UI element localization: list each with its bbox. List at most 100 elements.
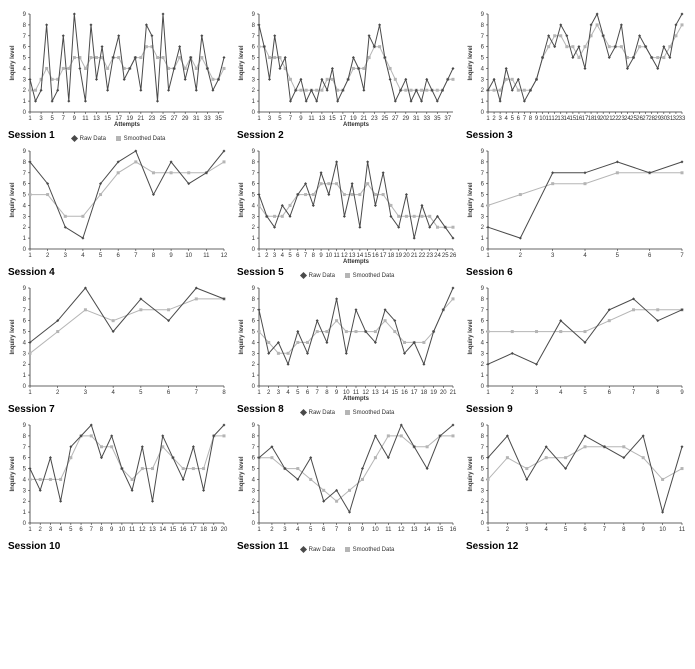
session-title: Session 9 [466, 404, 687, 415]
y-tick-label: 9 [252, 149, 256, 155]
x-tick-label: 1 [28, 390, 32, 396]
session-chart: 0123456789Inquiry level12345678910111213… [8, 419, 228, 539]
raw-marker [452, 287, 455, 290]
smoothed-marker [584, 45, 587, 48]
raw-marker [368, 34, 371, 37]
smoothed-marker [452, 226, 455, 229]
smoothed-line [30, 162, 224, 216]
smoothed-marker [681, 23, 684, 26]
x-tick-label: 7 [62, 116, 66, 122]
y-tick-label: 5 [252, 330, 256, 336]
smoothed-marker [305, 89, 308, 92]
smoothed-marker [403, 341, 406, 344]
y-tick-label: 7 [481, 445, 485, 451]
x-tick-label: 18 [388, 253, 395, 259]
y-tick-label: 3 [252, 488, 256, 494]
smoothed-marker [195, 67, 198, 70]
y-tick-label: 2 [23, 499, 27, 505]
y-tick-label: 8 [252, 434, 256, 440]
raw-marker [335, 297, 338, 300]
x-tick-label: 10 [325, 253, 332, 259]
smoothed-marker [267, 341, 270, 344]
x-tick-label: 8 [622, 527, 626, 533]
smoothed-marker [268, 56, 271, 59]
y-tick-label: 6 [481, 45, 485, 51]
y-tick-label: 3 [252, 351, 256, 357]
smoothed-marker [656, 308, 659, 311]
smoothed-marker [117, 56, 120, 59]
y-tick-label: 1 [252, 510, 256, 516]
x-tick-label: 21 [450, 390, 457, 396]
raw-marker [195, 89, 198, 92]
smoothed-marker [84, 308, 87, 311]
x-tick-label: 12 [221, 253, 228, 259]
x-axis-title: Attempts [343, 259, 370, 265]
smoothed-marker [299, 89, 302, 92]
smoothed-marker [131, 478, 134, 481]
raw-marker [355, 308, 358, 311]
y-tick-label: 3 [252, 77, 256, 83]
smoothed-marker [668, 45, 671, 48]
x-tick-label: 25 [160, 116, 167, 122]
y-tick-label: 0 [23, 384, 27, 390]
x-tick-label: 6 [517, 116, 521, 122]
smoothed-marker [95, 56, 98, 59]
smoothed-marker [362, 67, 365, 70]
x-tick-label: 33 [423, 116, 430, 122]
session-chart: 0123456789Inquiry level12345678 [8, 282, 228, 402]
raw-marker [45, 23, 48, 26]
x-tick-label: 27 [392, 116, 399, 122]
y-tick-label: 6 [252, 182, 256, 188]
x-tick-label: 31 [193, 116, 200, 122]
smoothed-marker [608, 45, 611, 48]
smoothed-marker [184, 67, 187, 70]
smoothed-marker [336, 89, 339, 92]
x-tick-label: 7 [195, 390, 199, 396]
smoothed-marker [110, 445, 113, 448]
y-tick-label: 0 [252, 521, 256, 527]
smoothed-line [30, 299, 224, 353]
x-tick-label: 8 [656, 390, 660, 396]
smoothed-marker [170, 171, 173, 174]
raw-marker [511, 352, 514, 355]
raw-marker [287, 363, 290, 366]
smoothed-marker [156, 56, 159, 59]
smoothed-marker [559, 34, 562, 37]
x-tick-label: 6 [79, 527, 83, 533]
smoothed-marker [100, 445, 103, 448]
x-tick-label: 4 [559, 390, 563, 396]
smoothed-marker [400, 434, 403, 437]
smoothed-marker [59, 478, 62, 481]
x-tick-label: 5 [69, 527, 73, 533]
session-chart: 0123456789Inquiry level1234567 [466, 145, 686, 265]
smoothed-marker [553, 34, 556, 37]
legend-raw: Raw Data [301, 410, 335, 416]
x-tick-label: 35 [434, 116, 441, 122]
raw-marker [327, 193, 330, 196]
x-tick-label: 5 [50, 116, 54, 122]
raw-marker [320, 171, 323, 174]
x-tick-label: 9 [680, 390, 684, 396]
x-tick-label: 7 [304, 253, 308, 259]
x-tick-label: 6 [583, 527, 587, 533]
x-tick-label: 11 [679, 527, 686, 533]
y-axis-title: Inquiry level [10, 182, 16, 217]
raw-marker [519, 237, 522, 240]
x-tick-label: 14 [424, 527, 431, 533]
x-tick-label: 35 [215, 116, 222, 122]
chart-cell-session-2: 0123456789Inquiry level13579111315171921… [237, 8, 458, 141]
raw-marker [202, 489, 205, 492]
raw-marker [268, 78, 271, 81]
smoothed-marker [681, 467, 684, 470]
smoothed-line [259, 299, 453, 353]
raw-marker [343, 215, 346, 218]
smoothed-marker [200, 56, 203, 59]
x-tick-label: 3 [525, 527, 529, 533]
y-axis-title: Inquiry level [468, 45, 474, 80]
x-tick-label: 20 [403, 253, 410, 259]
x-tick-label: 3 [273, 253, 277, 259]
y-tick-label: 3 [23, 351, 27, 357]
raw-marker [315, 100, 318, 103]
y-axis-title: Inquiry level [468, 456, 474, 491]
session-chart: 0123456789Inquiry level123456789 [466, 282, 686, 402]
